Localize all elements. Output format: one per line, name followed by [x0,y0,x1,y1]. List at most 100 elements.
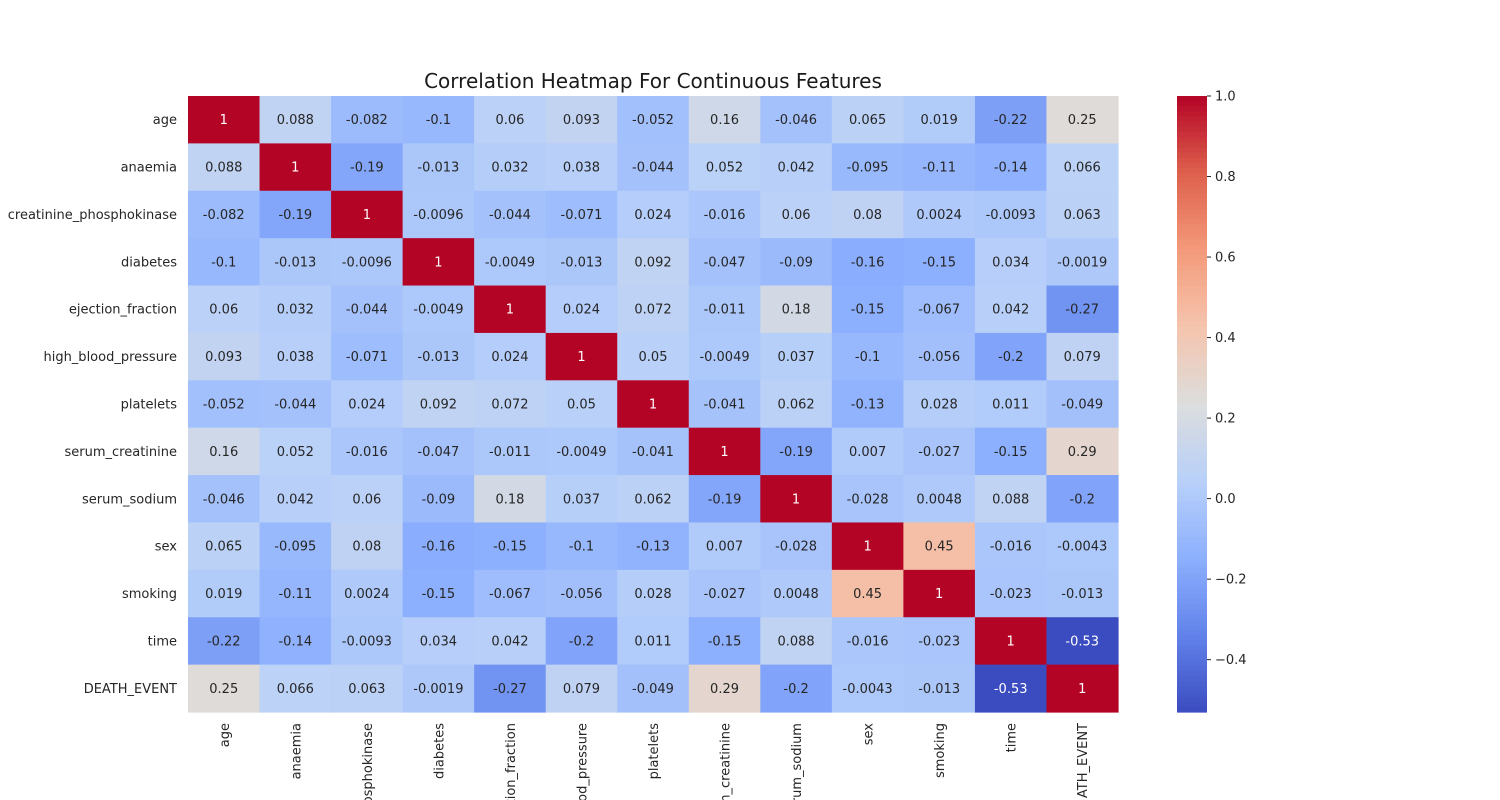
cell-value-label: -0.052 [632,113,674,128]
cell-value-label: 0.028 [921,398,958,413]
heatmap-cell [545,238,618,287]
cell-value-label: -0.0019 [413,682,463,697]
colorbar-tick-label: 0.0 [1215,492,1236,507]
colorbar-segment [1177,522,1207,528]
colorbar-segment [1177,629,1207,636]
colorbar-segment [1177,511,1207,518]
heatmap-cell [1046,96,1119,144]
heatmap-cell [188,332,261,381]
heatmap-cell [545,332,618,381]
heatmap-cell [402,475,475,524]
colorbar-segment [1177,198,1207,205]
cell-value-label: 1 [291,161,299,176]
colorbar-segment [1177,111,1207,118]
colorbar-segment [1177,337,1207,343]
heatmap-cell [545,617,618,666]
colorbar-segment [1177,378,1207,385]
colorbar-segment [1177,388,1207,395]
cell-value-label: 1 [1007,634,1015,649]
colorbar-segment [1177,280,1207,287]
cell-value-label: -0.071 [346,350,388,365]
cell-value-label: 0.034 [420,634,457,649]
colorbar-segment [1177,147,1207,154]
heatmap-cell [760,475,833,524]
colorbar-segment [1177,604,1207,610]
colorbar-segment [1177,655,1207,662]
cell-value-label: 1 [363,208,371,223]
colorbar-segment [1177,321,1207,328]
cell-value-label: -0.14 [278,634,312,649]
row-label: serum_creatinine [65,445,178,460]
cell-value-label: 0.06 [209,303,238,318]
cell-value-label: -0.22 [994,113,1028,128]
heatmap-cell [1046,475,1119,524]
cell-value-label: -0.0093 [342,634,392,649]
heatmap-cell [760,332,833,381]
cell-value-label: -0.15 [851,303,885,318]
colorbar-segment [1177,106,1207,112]
cell-value-label: 0.08 [853,208,882,223]
cell-value-label: 0.079 [1064,350,1101,365]
cell-value-label: -0.013 [274,255,316,270]
cell-value-label: -0.095 [274,540,316,555]
column-label: age [218,723,233,747]
column-label: anaemia [289,723,304,779]
heatmap-cell [402,190,475,239]
cell-value-label: -0.046 [203,492,245,507]
cell-value-label: -0.044 [632,161,674,176]
colorbar-segment [1177,609,1207,616]
heatmap-cell [617,143,690,192]
cell-value-label: 0.08 [352,540,381,555]
colorbar-tick-label: −0.2 [1215,573,1247,588]
colorbar-segment [1177,486,1207,492]
colorbar-segment [1177,578,1207,585]
cell-value-label: -0.049 [632,682,674,697]
cell-value-label: 1 [506,303,514,318]
colorbar-segment [1177,101,1207,107]
row-label: time [148,634,177,649]
column-labels: age anaemia osphokinase diabetes ction_fract… [218,723,1091,800]
cell-value-label: -0.22 [207,634,241,649]
colorbar-segment [1177,409,1207,415]
colorbar-segment [1177,178,1207,184]
cell-value-label: -0.0049 [699,350,749,365]
heatmap-cell [188,664,261,713]
heatmap-cell [974,332,1048,381]
cell-value-label: 1 [1078,682,1086,697]
cell-value-label: 0.066 [277,682,314,697]
cell-value-label: 0.024 [491,350,528,365]
cell-value-label: -0.0049 [485,255,535,270]
cell-value-label: -0.27 [1065,303,1099,318]
cell-value-label: 1 [577,350,585,365]
heatmap-cell [188,522,261,571]
heatmap-cell [545,427,618,476]
heatmap-cell [903,238,976,287]
heatmap-cell [259,617,332,666]
heatmap-cell [974,380,1048,429]
cell-value-label: 0.079 [563,682,600,697]
cell-value-label: -0.16 [422,540,456,555]
colorbar-segment [1177,414,1207,420]
heatmap-cell [259,143,332,192]
heatmap-cell [617,427,690,476]
colorbar-segment [1177,681,1207,687]
cell-value-label: 0.0048 [916,492,962,507]
cell-value-label: 1 [792,492,800,507]
colorbar-segment [1177,368,1207,374]
colorbar-segment [1177,121,1207,128]
cell-value-label: 0.042 [491,634,528,649]
colorbar-segment [1177,619,1207,626]
cell-value-label: 0.093 [205,350,242,365]
row-label: diabetes [121,255,177,270]
heatmap-cell [903,285,976,334]
column-label: sex [862,723,877,746]
cell-value-label: 0.05 [639,350,668,365]
colorbar-segment [1177,214,1207,220]
cell-value-label: -0.15 [422,587,456,602]
column-label: time [1005,723,1020,752]
cell-value-label: 0.062 [634,492,671,507]
colorbar-segment [1177,429,1207,436]
cell-value-label: 0.05 [567,398,596,413]
colorbar-segment [1177,470,1207,477]
heatmap-cell [831,569,904,618]
